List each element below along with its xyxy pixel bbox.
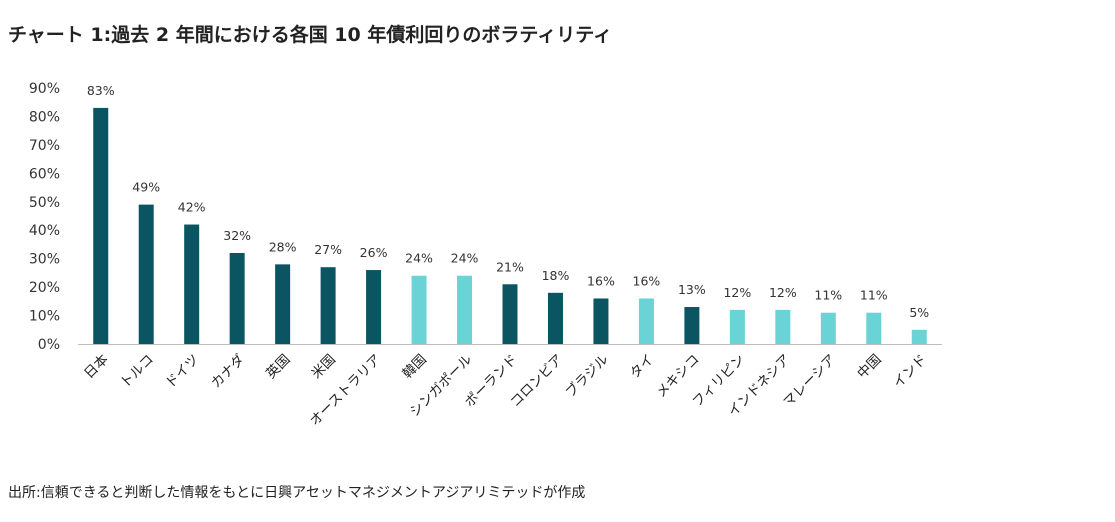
data-label: 32%	[223, 228, 251, 243]
data-label: 49%	[132, 180, 160, 195]
y-tick-label: 0%	[38, 337, 60, 353]
data-label: 18%	[542, 268, 570, 283]
y-tick-label: 70%	[29, 138, 60, 154]
category-label: カナダ	[208, 352, 248, 392]
bar	[820, 312, 836, 344]
category-label: ドイツ	[163, 352, 203, 392]
data-label: 28%	[269, 239, 297, 254]
category-label: トルコ	[117, 352, 157, 392]
bar	[684, 307, 700, 344]
category-label: ブラジル	[562, 351, 612, 401]
data-label: 11%	[860, 288, 888, 303]
data-label: 11%	[814, 288, 842, 303]
data-labels-group: 83% 49% 42% 32% 28% 27% 26% 24% 24% 21% 18% 16% 16% 1…	[87, 83, 929, 320]
data-label: 21%	[496, 259, 524, 274]
bar	[229, 252, 245, 344]
bar	[775, 309, 791, 344]
y-tick-label: 40%	[29, 223, 60, 239]
chart-title: チャート 1:過去 2 年間における各国 10 年債利回りのボラティリティ	[8, 24, 613, 46]
data-label: 24%	[405, 251, 433, 266]
data-label: 12%	[769, 285, 797, 300]
category-label: 米国	[309, 352, 339, 382]
data-label: 42%	[178, 200, 206, 215]
y-tick-label: 20%	[29, 280, 60, 296]
bar	[93, 107, 109, 345]
category-label: 中国	[854, 352, 884, 382]
y-tick-label: 80%	[29, 109, 60, 125]
bar	[866, 312, 882, 344]
data-label: 12%	[723, 285, 751, 300]
bar	[138, 204, 154, 344]
bar	[547, 292, 563, 344]
bar	[275, 264, 291, 344]
source-note: 出所:信頼できると判断した情報をもとに日興アセットマネジメントアジアリミテッドが…	[8, 485, 586, 501]
bar-chart: 0% 10% 20% 30% 40% 50% 60% 70% 80% 90% 83% 49% 42% 3…	[29, 81, 942, 429]
y-tick-label: 30%	[29, 252, 60, 268]
category-label: 英国	[262, 351, 293, 382]
bar	[502, 284, 518, 344]
y-tick-label: 90%	[29, 81, 60, 97]
bar	[320, 267, 336, 344]
data-label: 16%	[633, 273, 661, 288]
bar	[729, 309, 745, 344]
bar	[911, 329, 927, 344]
bar	[411, 275, 427, 344]
bar	[184, 224, 200, 344]
category-label: インド	[890, 352, 930, 392]
data-label: 27%	[314, 242, 342, 257]
data-label: 83%	[87, 83, 115, 98]
y-axis: 0% 10% 20% 30% 40% 50% 60% 70% 80% 90%	[29, 81, 60, 353]
y-tick-label: 60%	[29, 166, 60, 182]
category-label: タイ	[627, 352, 657, 382]
bar	[593, 298, 609, 344]
data-label: 26%	[360, 245, 388, 260]
data-label: 24%	[451, 251, 479, 266]
bars-group	[93, 107, 927, 345]
y-tick-label: 10%	[29, 309, 60, 325]
bar	[638, 298, 654, 344]
data-label: 13%	[678, 282, 706, 297]
category-label: 日本	[81, 351, 112, 382]
bar	[366, 270, 382, 344]
data-label: 5%	[909, 305, 929, 320]
category-label: 韓国	[399, 352, 429, 382]
data-label: 16%	[587, 273, 615, 288]
y-tick-label: 50%	[29, 195, 60, 211]
bar	[457, 275, 473, 344]
